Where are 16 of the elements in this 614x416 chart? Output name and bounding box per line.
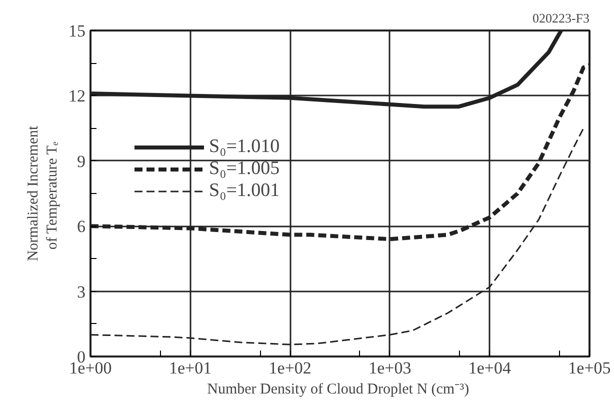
legend-label: S₀=1.010 <box>209 136 280 158</box>
x-tick-label: 1e+01 <box>168 358 212 378</box>
x-tick-label: 1e+02 <box>268 358 312 378</box>
y-tick-label: 9 <box>77 152 86 171</box>
y-tick-label: 12 <box>68 86 86 106</box>
y-tick-label: 3 <box>77 282 86 302</box>
y-tick-label: 15 <box>68 22 86 40</box>
y-tick-label: 6 <box>77 217 86 236</box>
x-tick-label: 1e+05 <box>568 358 611 378</box>
legend-label: S₀=1.001 <box>209 180 280 202</box>
text: 020223-F3 <box>532 10 590 26</box>
x-axis-title: Number Density of Cloud Droplet N (cm⁻³) <box>207 382 470 398</box>
legend-label: S₀=1.005 <box>209 158 280 180</box>
y-axis-title: Normalized Increment of Temperature Tₑ <box>25 124 60 262</box>
x-tick-label: 1e+03 <box>368 358 412 378</box>
x-tick-label: 1e+04 <box>468 358 512 378</box>
